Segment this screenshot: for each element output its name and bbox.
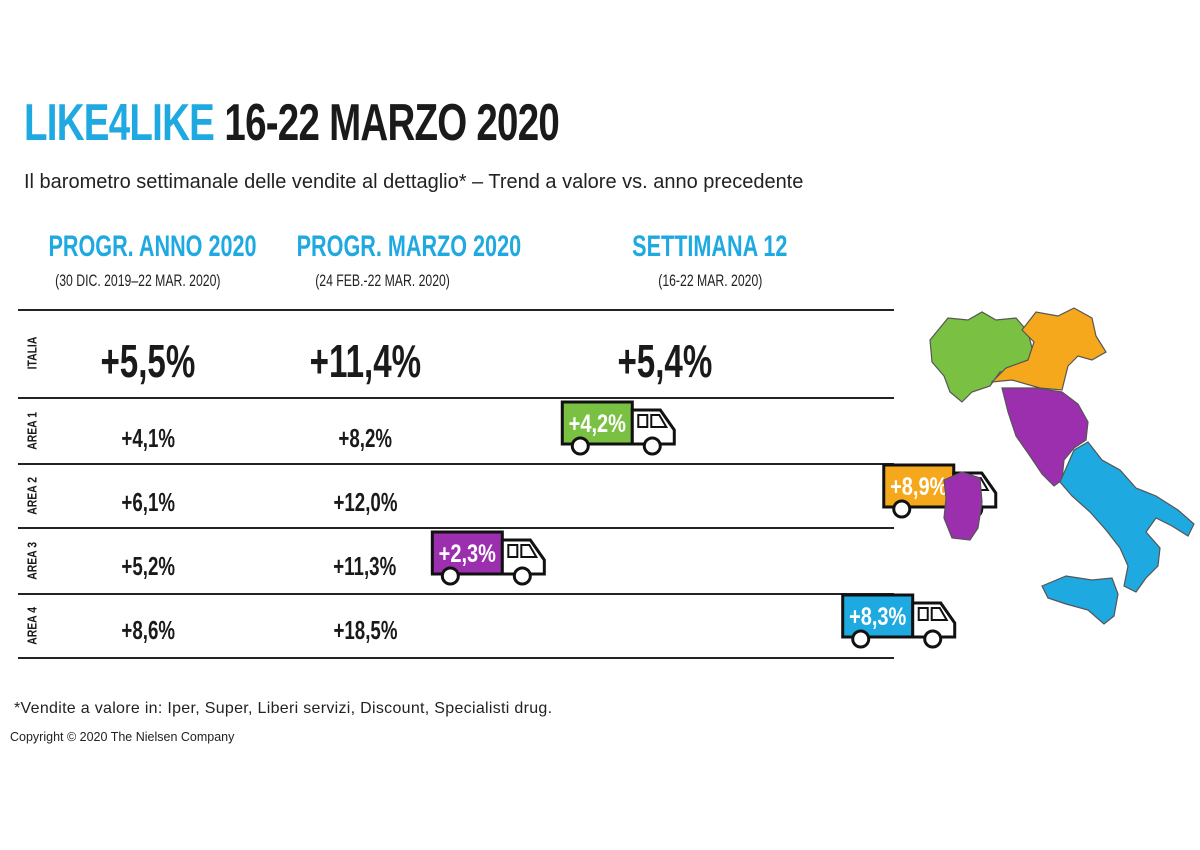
truck-marker: +4,2% <box>560 400 676 456</box>
column-heading: PROGR. ANNO 2020 <box>48 230 257 263</box>
table-divider <box>18 593 894 595</box>
column-header-settimana: SETTIMANA 12 (16-22 MAR. 2020) <box>580 230 840 292</box>
truck-value-label: +8,9% <box>890 473 947 501</box>
truck-wheel <box>512 566 532 586</box>
footnote: *Vendite a valore in: Iper, Super, Liber… <box>14 700 553 717</box>
truck-wheel <box>851 629 871 649</box>
map-region-area-4 <box>1059 441 1195 593</box>
truck-value-label: +8,3% <box>849 603 906 631</box>
table-divider <box>18 463 894 465</box>
cell-marzo-area-2: +12,0% <box>332 487 398 517</box>
truck-window <box>917 607 929 621</box>
column-range: (24 FEB.-22 MAR. 2020) <box>315 271 451 290</box>
truck-cargo <box>882 463 956 509</box>
subtitle: Il barometro settimanale delle vendite a… <box>24 171 804 193</box>
truck-wheel <box>892 499 912 519</box>
truck-window <box>637 414 649 428</box>
map-sicily <box>1041 575 1119 625</box>
table-divider <box>18 657 894 659</box>
column-range: (30 DIC. 2019–22 MAR. 2020) <box>55 271 221 290</box>
table-divider <box>18 527 894 529</box>
truck-value-label: +4,2% <box>569 410 626 438</box>
column-heading: SETTIMANA 12 <box>632 230 788 263</box>
title-like4like: LIKE4LIKE <box>24 94 215 152</box>
truck-wheel <box>642 436 662 456</box>
map-area-3 <box>943 387 1089 541</box>
map-area-4 <box>1041 441 1195 625</box>
table-divider <box>18 309 894 311</box>
map-region-area-2 <box>990 307 1107 391</box>
cell-anno-italia: +5,5% <box>100 335 196 387</box>
map-area-2 <box>990 307 1107 391</box>
cell-marzo-area-3: +11,3% <box>333 551 397 581</box>
cell-anno-area-3: +5,2% <box>121 551 175 581</box>
truck-window <box>520 544 539 558</box>
column-range: (16-22 MAR. 2020) <box>657 271 763 290</box>
truck-value-label: +2,3% <box>439 540 496 568</box>
column-header-anno: PROGR. ANNO 2020 (30 DIC. 2019–22 MAR. 2… <box>8 230 268 292</box>
cell-anno-area-1: +4,1% <box>121 423 175 453</box>
table-divider <box>18 397 894 399</box>
map-sardinia <box>943 471 983 541</box>
page-title: LIKE4LIKE 16-22 MARZO 2020 <box>24 92 747 154</box>
cell-marzo-area-1: +8,2% <box>338 423 392 453</box>
truck-marker: +2,3% <box>430 530 546 586</box>
truck-window <box>507 544 519 558</box>
cell-marzo-italia: +11,4% <box>309 335 421 387</box>
copyright: Copyright © 2020 The Nielsen Company <box>10 730 235 744</box>
truck-window <box>930 607 949 621</box>
cell-anno-area-4: +8,6% <box>121 615 175 645</box>
cell-settimana-italia: +5,4% <box>617 335 713 387</box>
truck-cargo <box>841 593 915 639</box>
cell-anno-area-2: +6,1% <box>121 487 175 517</box>
truck-marker: +8,3% <box>841 593 957 649</box>
truck-window <box>650 414 669 428</box>
cell-marzo-area-4: +18,5% <box>332 615 398 645</box>
title-date: 16-22 MARZO 2020 <box>224 94 560 152</box>
map-region-area-3 <box>1001 387 1089 487</box>
column-heading: PROGR. MARZO 2020 <box>296 230 522 263</box>
truck-wheel <box>923 629 943 649</box>
truck-wheel <box>570 436 590 456</box>
truck-wheel <box>440 566 460 586</box>
column-header-marzo: PROGR. MARZO 2020 (24 FEB.-22 MAR. 2020) <box>253 230 521 292</box>
